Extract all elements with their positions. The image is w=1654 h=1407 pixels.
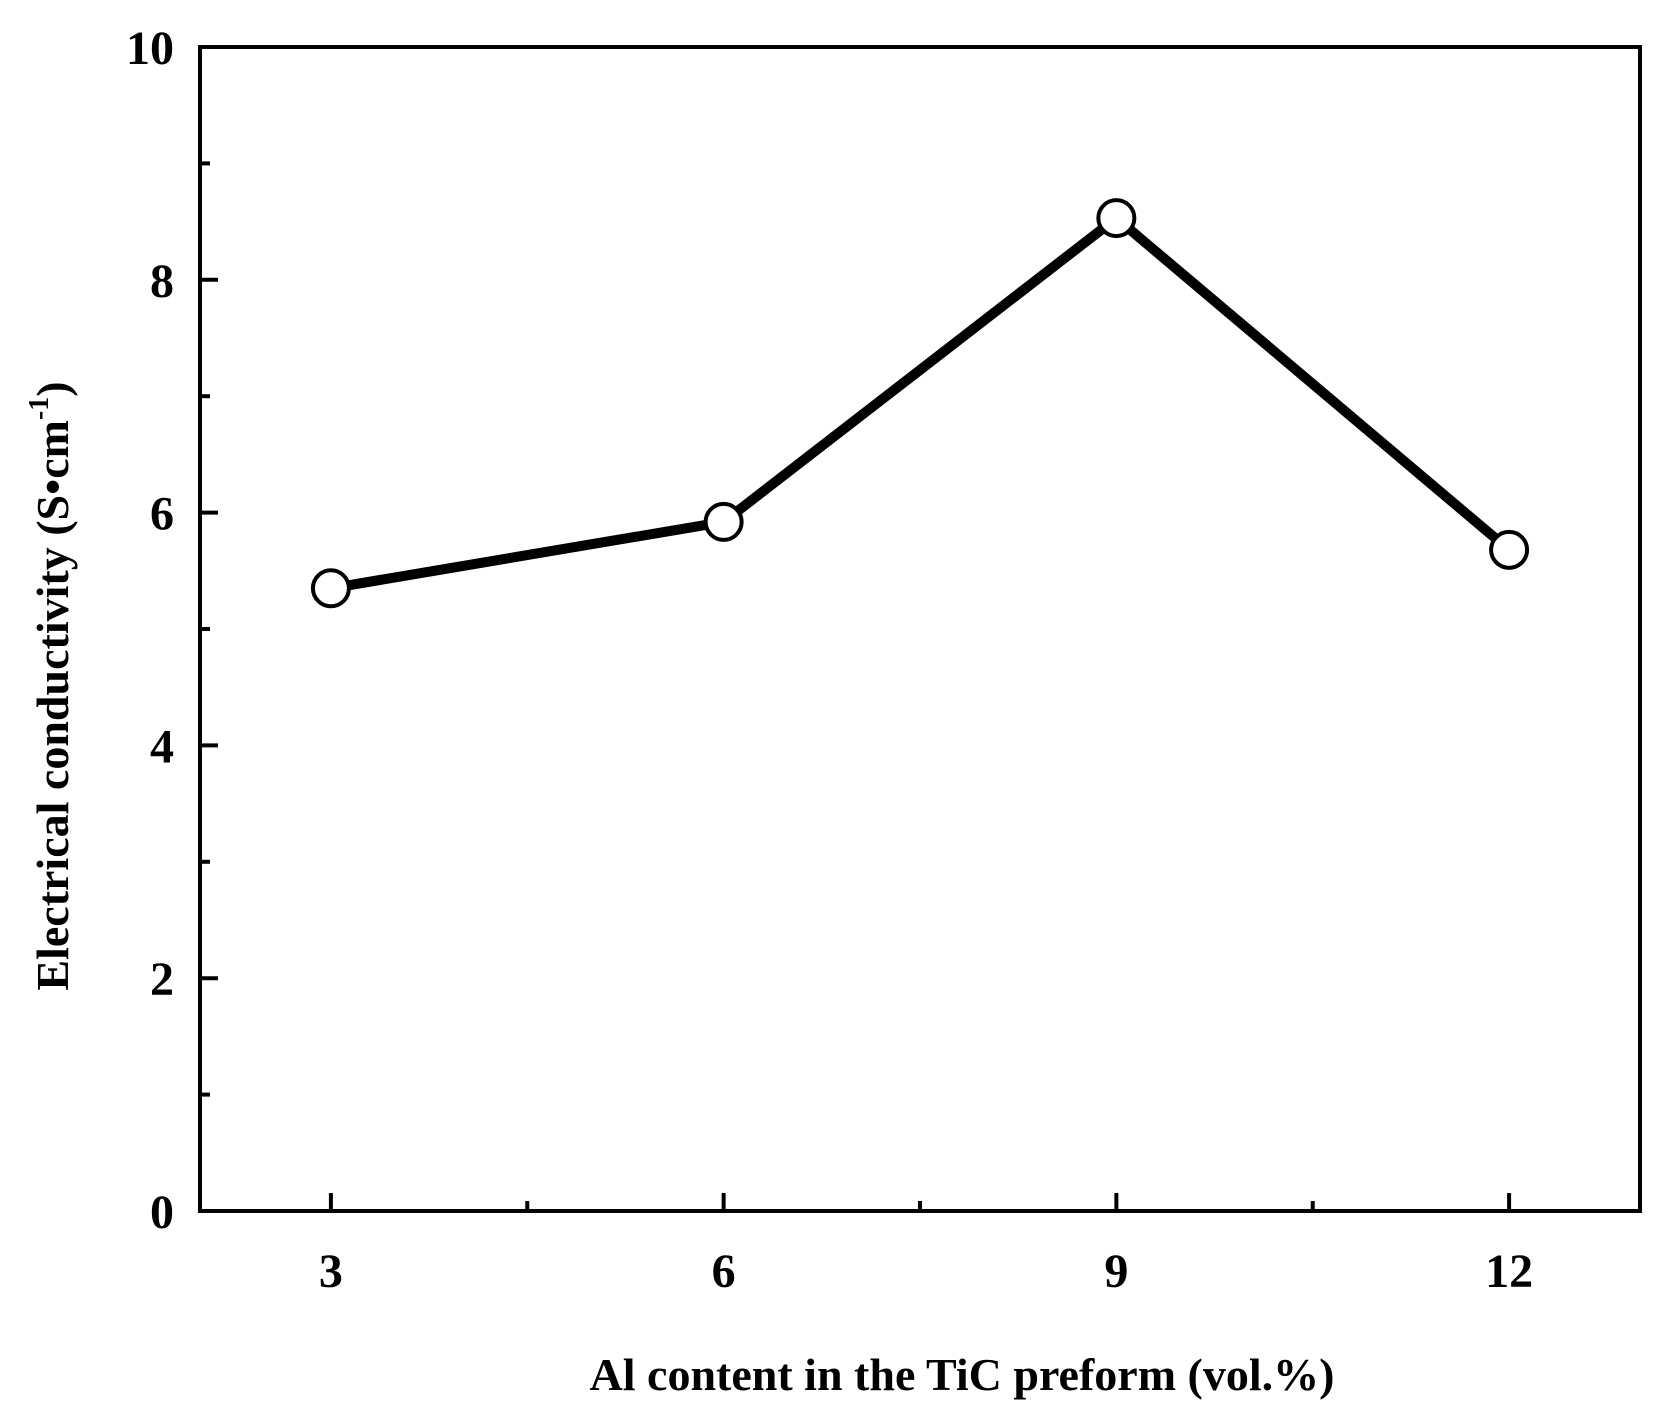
series-line	[330, 213, 1513, 594]
y-axis: 0 2 4 6 8 10	[126, 22, 218, 1239]
y-tick-label: 10	[126, 22, 174, 75]
plot-frame	[198, 45, 1642, 1213]
y-axis-label-close: )	[27, 381, 78, 396]
y-axis-label: Electrical conductivity (S•cm-1)	[24, 381, 78, 990]
y-tick-label: 2	[150, 953, 174, 1006]
y-tick-label: 4	[150, 720, 174, 773]
x-axis-label: Al content in the TiC preform (vol.%)	[590, 1349, 1335, 1400]
y-tick-label: 8	[150, 255, 174, 308]
data-point	[703, 501, 744, 542]
data-point	[1096, 198, 1137, 239]
y-axis-label-main: Electrical conductivity (S•cm	[27, 420, 78, 991]
data-point	[1489, 529, 1530, 570]
y-tick-label: 6	[150, 488, 174, 541]
x-tick-label: 6	[712, 1245, 736, 1298]
y-axis-label-superscript: -1	[24, 397, 55, 420]
x-tick-label: 3	[319, 1245, 343, 1298]
x-axis: 3 6 9 12	[319, 1193, 1533, 1298]
plot-area	[198, 45, 1642, 1213]
x-tick-label: 12	[1485, 1245, 1533, 1298]
data-point	[310, 568, 351, 609]
y-tick-label: 0	[150, 1186, 174, 1239]
series-layer	[310, 198, 1530, 609]
x-tick-label: 9	[1104, 1245, 1128, 1298]
